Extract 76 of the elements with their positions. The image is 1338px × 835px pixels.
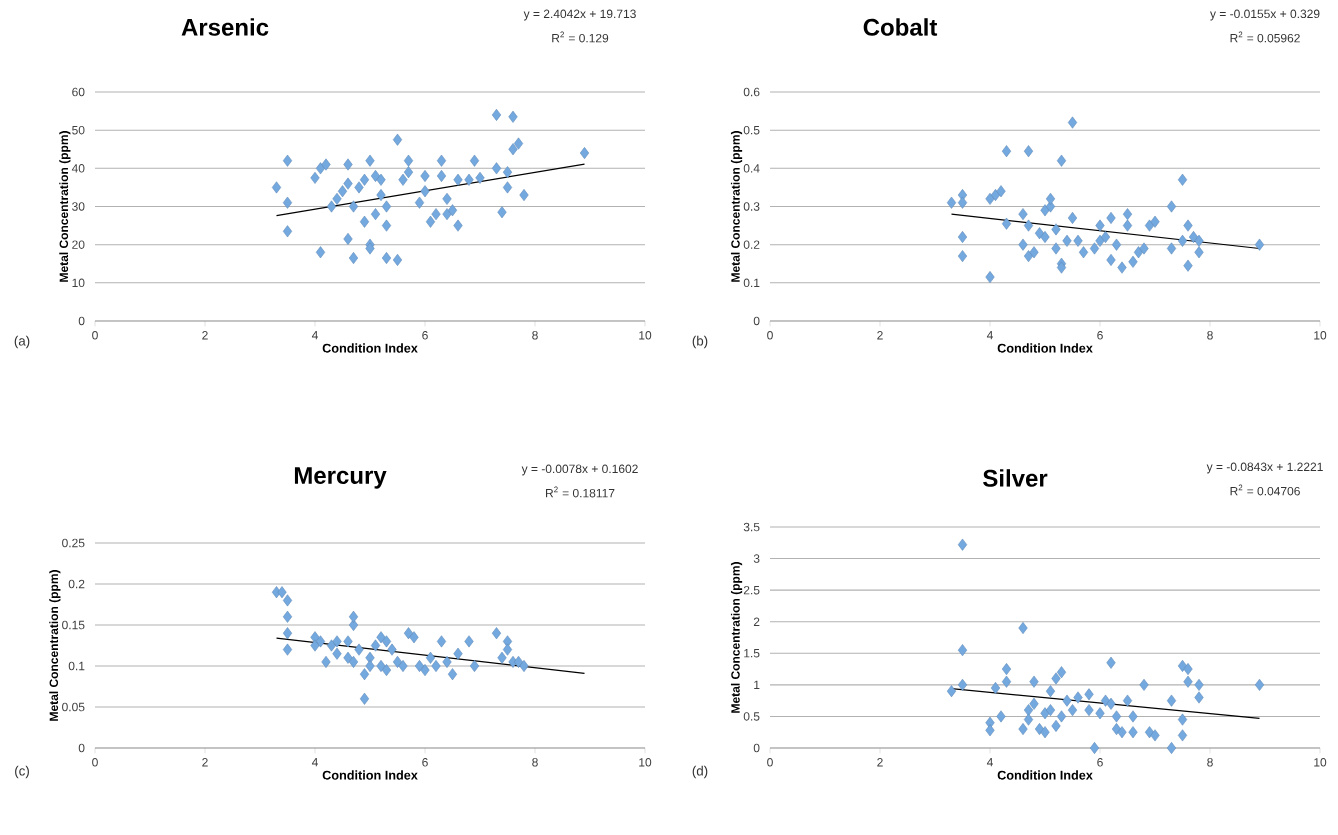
y-tick-label: 3 xyxy=(753,554,760,563)
y-tick-label: 2 xyxy=(753,617,760,626)
text: R$^{2}$ = 0.05962 xyxy=(1230,31,1300,43)
chart-title: Silver xyxy=(983,469,1048,487)
x-tick-label: 10 xyxy=(639,331,652,340)
x-axis-title: Condition Index xyxy=(997,343,1093,353)
x-tick-label: 4 xyxy=(311,331,318,340)
y-tick-label: 1.5 xyxy=(744,649,760,658)
y-tick-label: 0.3 xyxy=(743,202,760,211)
text: y = 2.4042x + 19.713 xyxy=(523,9,636,21)
x-tick-label: 0 xyxy=(92,331,98,340)
x-tick-label: 2 xyxy=(877,331,883,340)
text: R$^{2}$ = 0.04706 xyxy=(1230,484,1300,496)
text: (b) xyxy=(692,335,708,349)
y-tick-label: 0.1 xyxy=(68,661,85,671)
x-tick-label: 8 xyxy=(1207,758,1213,767)
y-tick-label: 0.4 xyxy=(743,164,760,173)
y-axis-title: Metal Concentration (ppm) xyxy=(730,131,743,282)
x-axis-title: Condition Index xyxy=(322,343,418,353)
text: y = -0.0155x + 0.329 xyxy=(1209,9,1320,21)
x-tick-label: 2 xyxy=(877,758,883,767)
x-tick-label: 0 xyxy=(767,758,773,767)
chart-title: Arsenic xyxy=(181,18,269,36)
text: (d) xyxy=(692,765,708,779)
chart-title: Cobalt xyxy=(863,18,938,36)
text: (a) xyxy=(14,335,30,349)
text: y = -0.0078x + 0.1602 xyxy=(521,464,638,476)
y-tick-label: 40 xyxy=(71,164,85,173)
x-tick-label: 10 xyxy=(639,758,652,767)
y-tick-label: 0 xyxy=(78,316,85,326)
x-tick-label: 8 xyxy=(1207,331,1213,340)
y-tick-label: 0.6 xyxy=(743,87,760,97)
y-tick-label: 0.1 xyxy=(743,278,760,288)
y-tick-label: 30 xyxy=(72,202,85,211)
y-axis-title: Metal Concentration (ppm) xyxy=(59,131,71,282)
x-tick-label: 10 xyxy=(1314,331,1327,340)
y-tick-label: 0.5 xyxy=(743,712,760,721)
x-tick-label: 4 xyxy=(986,331,993,340)
x-tick-label: 0 xyxy=(767,331,773,340)
x-tick-label: 8 xyxy=(532,331,538,340)
y-tick-label: 0 xyxy=(753,316,760,326)
text: R$^{2}$ = 0.18117 xyxy=(546,486,615,498)
x-tick-label: 6 xyxy=(1097,758,1103,767)
x-tick-label: 4 xyxy=(986,758,993,767)
x-axis-title: Condition Index xyxy=(322,770,418,780)
x-tick-label: 6 xyxy=(1097,331,1103,340)
y-tick-label: 0.2 xyxy=(743,240,760,249)
x-tick-label: 2 xyxy=(202,758,208,767)
x-tick-label: 4 xyxy=(311,758,318,767)
x-tick-label: 0 xyxy=(92,758,98,767)
x-tick-label: 10 xyxy=(1314,758,1327,767)
x-tick-label: 2 xyxy=(202,331,208,340)
y-tick-label: 0.2 xyxy=(68,579,85,589)
text: (c) xyxy=(15,765,29,779)
y-tick-label: 10 xyxy=(72,278,85,288)
y-tick-label: 1 xyxy=(754,680,760,689)
y-tick-label: 0.25 xyxy=(62,538,85,548)
y-tick-label: 0 xyxy=(78,743,85,753)
x-tick-label: 8 xyxy=(532,758,538,767)
y-tick-label: 0.5 xyxy=(743,125,760,135)
text: y = -0.0843x + 1.2221 xyxy=(1206,462,1323,474)
y-tick-label: 2.5 xyxy=(743,585,760,595)
y-tick-label: 0.05 xyxy=(62,702,85,712)
y-axis-title: Metal Concentration (ppm) xyxy=(49,570,61,721)
y-tick-label: 0 xyxy=(753,743,760,753)
x-tick-label: 6 xyxy=(422,331,428,340)
chart-title: Mercury xyxy=(294,467,387,489)
y-axis-title: Metal Concentration (ppm) xyxy=(730,562,743,713)
x-tick-label: 6 xyxy=(422,758,428,767)
x-axis-title: Condition Index xyxy=(997,770,1093,780)
y-tick-label: 60 xyxy=(72,87,85,97)
y-tick-label: 0.15 xyxy=(62,620,85,630)
y-tick-label: 3.5 xyxy=(743,522,760,532)
y-tick-label: 20 xyxy=(72,240,85,249)
text: R$^{2}$ = 0.129 xyxy=(552,31,609,43)
y-tick-label: 50 xyxy=(72,125,85,135)
